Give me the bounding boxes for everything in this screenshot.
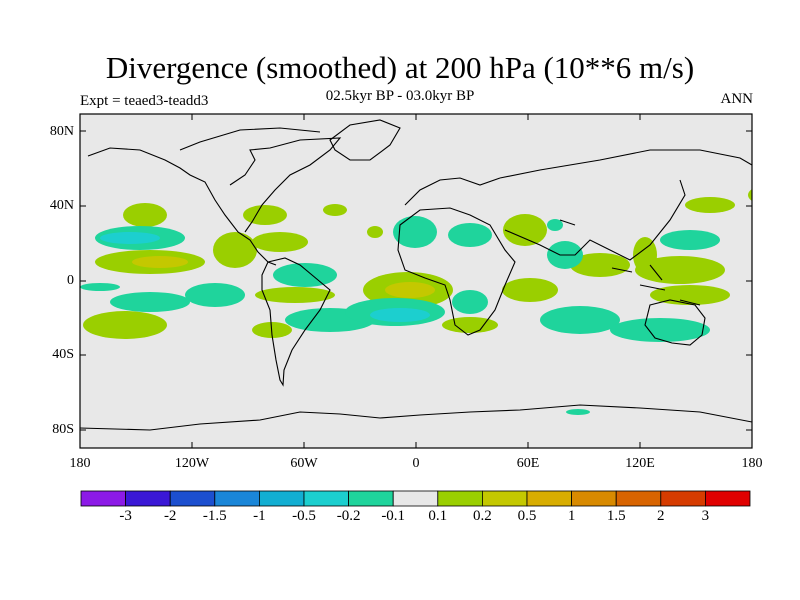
colorbar-label: 3 (701, 508, 710, 524)
negative-blob (448, 223, 492, 247)
positive-blob (243, 205, 287, 225)
positive-blob (367, 226, 383, 238)
lon-tick-label: 180 (69, 456, 91, 471)
positive-blob (503, 214, 547, 246)
negative-blob (110, 292, 190, 312)
colorbar-swatch (481, 490, 528, 507)
lon-tick-label: 60E (516, 456, 540, 471)
colorbar-swatch (437, 490, 483, 507)
lat-tick-label: 40N (49, 198, 74, 213)
negative-blob (566, 409, 590, 415)
positive-blob (442, 317, 498, 333)
positive-blob (635, 256, 725, 284)
plot-subtitle: 02.5kyr BP - 03.0kyr BP (325, 88, 475, 104)
experiment-label: Expt = teaed3-teadd3 (80, 93, 209, 109)
colorbar-swatch (526, 490, 572, 507)
greenland-coast (329, 119, 401, 161)
positive-blob (252, 232, 308, 252)
colorbar-swatch (125, 490, 171, 507)
lon-tick-label: 120E (625, 456, 655, 471)
colorbar-label: 1.5 (606, 508, 626, 524)
colorbar-label: 2 (657, 508, 665, 524)
negative-blob (185, 283, 245, 307)
colorbar-label: -1.5 (202, 508, 227, 524)
negative-blob (547, 219, 563, 231)
africa-europe-coast (397, 177, 516, 336)
lat-tick-label: 40S (52, 347, 74, 362)
colorbar-label: -2 (163, 508, 177, 524)
positive-blob (255, 287, 335, 303)
antarctica-coast (80, 404, 752, 431)
lat-tick-label: 80N (49, 124, 74, 139)
negative-blob (540, 306, 620, 334)
colorbar-label: -0.5 (292, 508, 316, 524)
positive-blob (685, 197, 735, 213)
positive-blob (748, 189, 752, 201)
negative-blob (660, 230, 720, 250)
negative-blob (80, 283, 120, 291)
coastlines (80, 119, 752, 431)
negative-blob (100, 232, 160, 244)
negative-blob (273, 263, 337, 287)
positive-blob (83, 311, 167, 339)
colorbar-label: -0.2 (336, 508, 361, 524)
positive-blob (385, 282, 435, 298)
colorbar-label: 0.2 (473, 508, 492, 524)
australia-coast (644, 299, 706, 346)
positive-blob (123, 203, 167, 227)
lon-tick-label: 0 (412, 456, 420, 471)
maritime-continent-coast (611, 264, 701, 306)
negative-blob (452, 290, 488, 314)
colorbar-swatch (214, 490, 260, 507)
positive-blob (633, 237, 657, 273)
negative-blob (393, 216, 437, 248)
colorbar-label: 1 (567, 508, 576, 524)
colorbar-swatch (258, 490, 305, 507)
positive-blob (570, 253, 630, 277)
lat-tick-label: 80S (52, 422, 74, 437)
north-america-coast (87, 127, 342, 266)
colorbar (80, 490, 751, 507)
positive-blob (323, 204, 347, 216)
colorbar-label: 0.1 (428, 508, 448, 524)
colorbar-label: -1 (253, 508, 266, 524)
lon-tick-label: 180 (741, 456, 763, 471)
colorbar-swatch (348, 490, 394, 507)
colorbar-swatch (169, 490, 216, 507)
colorbar-label: -3 (119, 508, 132, 524)
colorbar-swatch (660, 490, 706, 507)
eurasia-coast (499, 149, 752, 261)
colorbar-swatch (615, 490, 662, 507)
colorbar-label: 0.5 (517, 508, 537, 524)
colorbar-swatch (571, 490, 617, 507)
south-america-coast (261, 257, 331, 387)
season-label: ANN (720, 91, 754, 107)
colorbar-swatch (392, 490, 439, 507)
positive-blob (213, 232, 257, 268)
lon-tick-label: 120W (174, 456, 210, 471)
colorbar-label: -0.1 (381, 508, 406, 524)
colorbar-swatch (705, 490, 751, 507)
positive-blob (132, 256, 188, 268)
negative-blob (370, 308, 430, 322)
colorbar-swatch (80, 490, 126, 507)
positive-blob (502, 278, 558, 302)
colorbar-swatch (303, 490, 349, 507)
plot-title: Divergence (smoothed) at 200 hPa (10**6 … (105, 50, 695, 85)
lat-tick-label: 0 (67, 273, 74, 288)
tick-marks (79, 114, 753, 448)
lon-tick-label: 60W (290, 456, 318, 471)
negative-blob (610, 318, 710, 342)
